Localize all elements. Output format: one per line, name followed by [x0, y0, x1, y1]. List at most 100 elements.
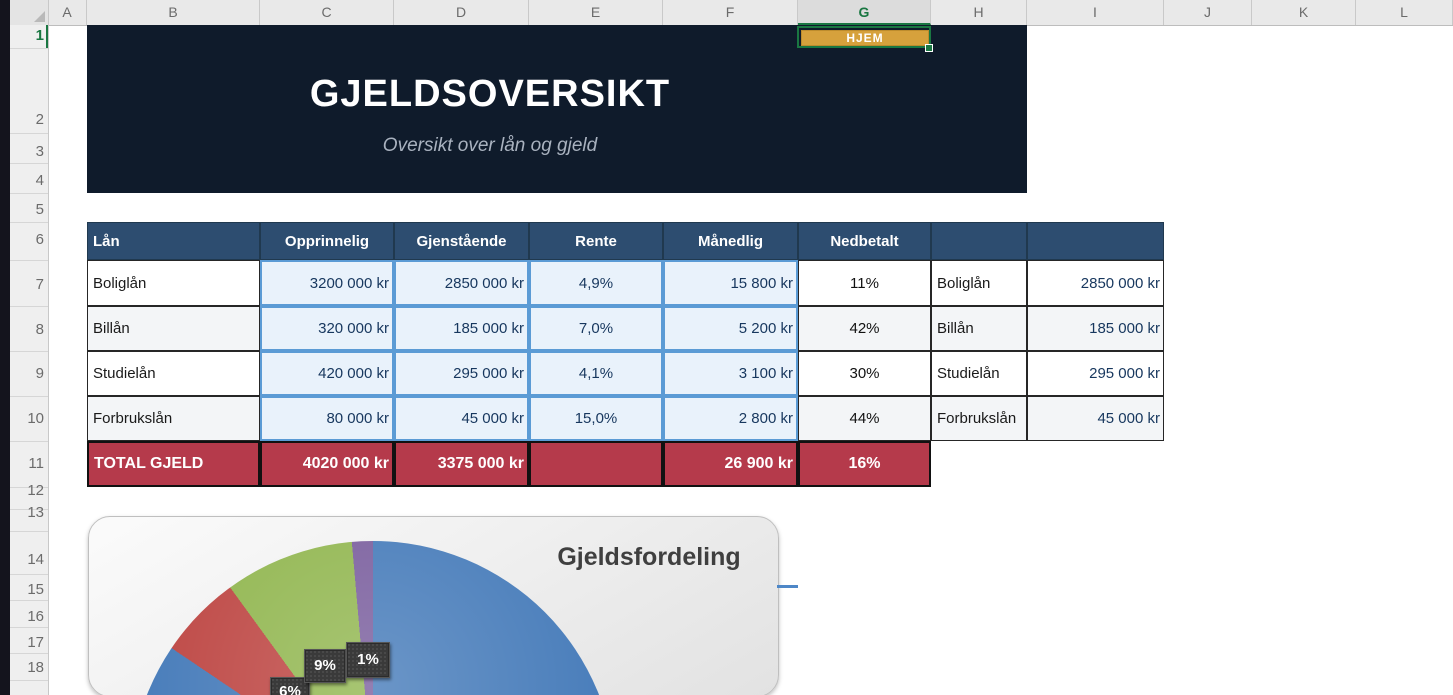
column-header-J[interactable]: J [1164, 0, 1252, 25]
loan-name-cell[interactable]: Boliglån [87, 260, 260, 306]
row-header-9[interactable]: 9 [35, 365, 44, 382]
nedbetalt-cell[interactable]: 11% [798, 260, 931, 306]
column-header-C[interactable]: C [260, 0, 394, 25]
nedbetalt-cell[interactable]: 44% [798, 396, 931, 441]
column-header-B[interactable]: B [87, 0, 260, 25]
row-header-14[interactable]: 14 [27, 551, 44, 568]
chart-title[interactable]: Gjeldsfordeling [557, 543, 741, 571]
loan-name-cell[interactable]: Billån [87, 306, 260, 351]
side-table-header-empty[interactable] [1027, 222, 1164, 260]
row-header-3[interactable]: 3 [35, 143, 44, 160]
loan-name-cell[interactable]: Studielån [87, 351, 260, 396]
pie-label-studielan[interactable]: 9% [304, 649, 346, 683]
column-header-H[interactable]: H [931, 0, 1027, 25]
row-header-6[interactable]: 6 [35, 231, 44, 248]
opprinnelig-cell[interactable]: 320 000 kr [260, 306, 394, 351]
select-all-corner[interactable] [10, 0, 49, 25]
side-table-row: Forbrukslån 45 000 kr [931, 396, 1164, 441]
total-nedbetalt-cell[interactable]: 16% [798, 441, 931, 487]
side-table-row: Billån 185 000 kr [931, 306, 1164, 351]
row-header-15[interactable]: 15 [27, 581, 44, 598]
rente-cell[interactable]: 15,0% [529, 396, 663, 441]
row-header-10[interactable]: 10 [27, 410, 44, 427]
loan-name-cell[interactable]: Forbrukslån [87, 396, 260, 441]
table-row: Studielån 420 000 kr 295 000 kr 4,1% 3 1… [87, 351, 931, 396]
side-loan-name[interactable]: Studielån [931, 351, 1027, 396]
blue-line-decoration [777, 585, 798, 588]
row-header-4[interactable]: 4 [35, 172, 44, 189]
row-header-2[interactable]: 2 [35, 111, 44, 128]
selection-fill-handle[interactable] [925, 44, 933, 52]
column-header-F[interactable]: F [663, 0, 798, 25]
rente-cell[interactable]: 4,9% [529, 260, 663, 306]
header-manedlig[interactable]: Månedlig [663, 222, 798, 260]
side-table-row: Studielån 295 000 kr [931, 351, 1164, 396]
manedlig-cell[interactable]: 2 800 kr [663, 396, 798, 441]
side-loan-value[interactable]: 185 000 kr [1027, 306, 1164, 351]
page-subtitle: Oversikt over lån og gjeld [382, 135, 598, 156]
header-nedbetalt[interactable]: Nedbetalt [798, 222, 931, 260]
total-manedlig-cell[interactable]: 26 900 kr [663, 441, 798, 487]
opprinnelig-cell[interactable]: 3200 000 kr [260, 260, 394, 306]
manedlig-cell[interactable]: 15 800 kr [663, 260, 798, 306]
column-header-G[interactable]: G [798, 0, 931, 25]
row-header-1[interactable]: 1 [35, 27, 44, 44]
row-header-13[interactable]: 13 [27, 504, 44, 521]
rente-cell[interactable]: 7,0% [529, 306, 663, 351]
row-header-12[interactable]: 12 [27, 482, 44, 499]
manedlig-cell[interactable]: 5 200 kr [663, 306, 798, 351]
total-label-cell[interactable]: TOTAL GJELD [87, 441, 260, 487]
header-opprinnelig[interactable]: Opprinnelig [260, 222, 394, 260]
table-row: Boliglån 3200 000 kr 2850 000 kr 4,9% 15… [87, 260, 931, 306]
side-loan-name[interactable]: Boliglån [931, 260, 1027, 306]
header-gjenstaende[interactable]: Gjenstående [394, 222, 529, 260]
total-row: TOTAL GJELD 4020 000 kr 3375 000 kr 26 9… [87, 441, 931, 487]
row-header-11[interactable]: 11 [28, 455, 44, 472]
manedlig-cell[interactable]: 3 100 kr [663, 351, 798, 396]
side-loan-value[interactable]: 45 000 kr [1027, 396, 1164, 441]
home-button[interactable]: HJEM [801, 30, 929, 46]
column-header-I[interactable]: I [1027, 0, 1164, 25]
pie-label-billan[interactable]: 6% [270, 677, 310, 695]
header-lan[interactable]: Lån [87, 222, 260, 260]
gjenstaende-cell[interactable]: 185 000 kr [394, 306, 529, 351]
nedbetalt-cell[interactable]: 30% [798, 351, 931, 396]
side-loan-value[interactable]: 295 000 kr [1027, 351, 1164, 396]
column-header-K[interactable]: K [1252, 0, 1356, 25]
loan-table: Lån Opprinnelig Gjenstående Rente Månedl… [87, 222, 931, 487]
total-gjenstaende-cell[interactable]: 3375 000 kr [394, 441, 529, 487]
column-header-L[interactable]: L [1356, 0, 1453, 25]
gjenstaende-cell[interactable]: 2850 000 kr [394, 260, 529, 306]
title-banner: GJELDSOVERSIKT Oversikt over lån og gjel… [87, 25, 1027, 193]
row-header-16[interactable]: 16 [27, 608, 44, 625]
side-table-header-empty[interactable] [931, 222, 1027, 260]
side-loan-value[interactable]: 2850 000 kr [1027, 260, 1164, 306]
cell-selection-G1: HJEM [797, 26, 931, 48]
column-header-E[interactable]: E [529, 0, 663, 25]
column-header-D[interactable]: D [394, 0, 529, 25]
row-1-selection-edge [46, 25, 48, 48]
total-rente-cell[interactable] [529, 441, 663, 487]
column-header-A[interactable]: A [48, 0, 87, 25]
row-header-8[interactable]: 8 [35, 321, 44, 338]
gjenstaende-cell[interactable]: 45 000 kr [394, 396, 529, 441]
table-row: Forbrukslån 80 000 kr 45 000 kr 15,0% 2 … [87, 396, 931, 441]
total-opprinnelig-cell[interactable]: 4020 000 kr [260, 441, 394, 487]
gjenstaende-cell[interactable]: 295 000 kr [394, 351, 529, 396]
opprinnelig-cell[interactable]: 420 000 kr [260, 351, 394, 396]
loan-table-header-row: Lån Opprinnelig Gjenstående Rente Månedl… [87, 222, 931, 260]
pie-chart-frame[interactable]: Gjeldsfordeling 6% 9% 1% [88, 516, 779, 695]
side-loan-name[interactable]: Billån [931, 306, 1027, 351]
page-title: GJELDSOVERSIKT [309, 73, 671, 115]
side-loan-name[interactable]: Forbrukslån [931, 396, 1027, 441]
row-header-5[interactable]: 5 [35, 201, 44, 218]
opprinnelig-cell[interactable]: 80 000 kr [260, 396, 394, 441]
pie-label-forbrukslan[interactable]: 1% [346, 642, 390, 678]
row-header-18[interactable]: 18 [27, 659, 44, 676]
nedbetalt-cell[interactable]: 42% [798, 306, 931, 351]
header-rente[interactable]: Rente [529, 222, 663, 260]
row-header-7[interactable]: 7 [35, 276, 44, 293]
row-header-17[interactable]: 17 [27, 634, 44, 651]
rente-cell[interactable]: 4,1% [529, 351, 663, 396]
